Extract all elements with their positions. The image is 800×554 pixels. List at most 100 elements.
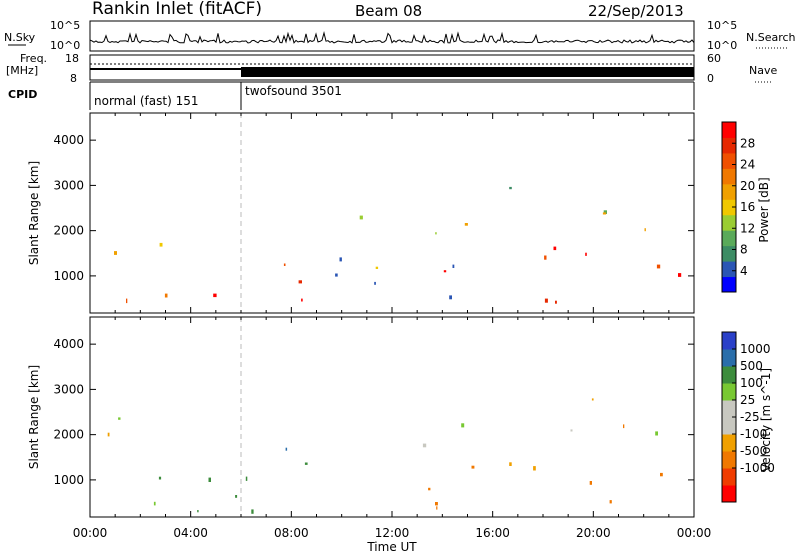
- velocity-colorbar-label: Velocity [m s^-1]: [759, 368, 773, 472]
- power-colorbar-swatch: [722, 137, 736, 154]
- scatter-cell-2: [164, 293, 168, 298]
- scatter-cell-4: [422, 443, 427, 448]
- scatter-cell-2: [304, 462, 308, 465]
- power-colorbar-swatch: [722, 261, 736, 278]
- xtick-label: 20:00: [576, 526, 611, 540]
- scatter-cell-6: [570, 429, 573, 432]
- scatter-cell-9: [585, 252, 587, 256]
- noise-left-tick-bottom: 10^0: [50, 39, 80, 52]
- velocity-ytick-label: 4000: [53, 337, 84, 351]
- x-axis-label: Time UT: [366, 540, 417, 554]
- freq-panel: Freq. [MHz] 18 8 60 0 Nave: [6, 52, 777, 85]
- scatter-cell-6: [339, 257, 342, 262]
- power-panel: 1000 2000 3000 4000 Slant Range [km] 4 8 12 16…: [27, 112, 771, 314]
- scatter-cell-7: [359, 215, 363, 220]
- cpid-mode-twofsound: twofsound 3501: [245, 84, 342, 98]
- scatter-cell-10: [644, 228, 646, 232]
- power-ytick-label: 3000: [53, 178, 84, 192]
- nave-twofsound-band: [241, 67, 694, 77]
- scatter-cell-10: [603, 210, 607, 214]
- scatter-cell-0: [126, 298, 128, 304]
- noise-right-tick-bottom: 10^0: [707, 39, 737, 52]
- power-colorbar-tick-label: 20: [740, 179, 755, 193]
- power-colorbar-tick-label: 24: [740, 158, 755, 172]
- scatter-cell-9: [544, 255, 547, 260]
- noise-right-label: N.Search: [746, 31, 796, 44]
- velocity-colorbar-swatch: [722, 417, 736, 435]
- power-colorbar-swatch: [722, 168, 736, 185]
- scatter-cell-2: [251, 509, 254, 514]
- scatter-cell-7: [435, 232, 437, 235]
- power-colorbar-tick-label: 8: [740, 243, 748, 257]
- scatter-cell-1: [158, 476, 162, 480]
- velocity-colorbar-tick-label: -500: [740, 444, 767, 458]
- velocity-ylabel: Slant Range [km]: [27, 365, 41, 469]
- scatter-cell-2: [245, 476, 248, 481]
- power-ytick-label: 4000: [53, 133, 84, 147]
- scatter-cell-8: [449, 295, 452, 300]
- scatter-cell-9: [553, 246, 557, 251]
- scatter-cell-8: [452, 264, 455, 268]
- scatter-cell-4: [461, 423, 465, 428]
- velocity-colorbar-tick-label: -100: [740, 427, 767, 441]
- xtick-label: 00:00: [677, 526, 712, 540]
- scatter-cell-6: [509, 462, 512, 466]
- scatter-cell-4: [213, 293, 217, 298]
- scatter-cell-5: [301, 298, 303, 302]
- velocity-colorbar-tick-label: 100: [740, 376, 763, 390]
- scatter-cell-2: [235, 495, 238, 498]
- velocity-colorbar-tick-label: -25: [740, 410, 760, 424]
- power-ylabel: Slant Range [km]: [27, 161, 41, 265]
- freq-right-tick-bottom: 0: [707, 72, 714, 85]
- scatter-cell-9: [591, 398, 594, 401]
- power-colorbar-tick-label: 16: [740, 200, 755, 214]
- power-colorbar-swatch: [722, 276, 736, 293]
- scatter-cell-6: [655, 431, 658, 436]
- velocity-colorbar-swatch: [722, 468, 736, 486]
- freq-left-tick-bottom: 8: [70, 72, 77, 85]
- scatter-cell-5: [471, 465, 475, 469]
- velocity-colorbar-swatch: [722, 485, 736, 503]
- velocity-panel: 1000 2000 3000 4000 Slant Range [km] 1000 50…: [27, 316, 775, 518]
- freq-left-label: Freq.: [20, 52, 47, 65]
- scatter-cell-9: [443, 270, 447, 273]
- scatter-cell-5: [428, 487, 431, 491]
- scatter-cell-0: [118, 417, 121, 420]
- scatter-cell-8: [623, 424, 625, 429]
- power-colorbar-swatch: [722, 152, 736, 169]
- freq-left-tick-top: 18: [65, 52, 79, 65]
- velocity-colorbar-swatch: [722, 349, 736, 367]
- scatter-cell-8: [374, 281, 376, 285]
- scatter-cell-5: [283, 263, 286, 266]
- nave-normal-line: [90, 68, 241, 70]
- noise-right-tick-top: 10^5: [707, 19, 737, 32]
- scatter-cell-9: [678, 273, 682, 277]
- power-colorbar-swatch: [722, 122, 736, 138]
- power-colorbar-swatch: [722, 230, 736, 247]
- xtick-label: 04:00: [173, 526, 208, 540]
- noise-left-label: N.Sky: [4, 31, 36, 44]
- power-scatter-cells: [114, 186, 682, 304]
- scatter-cell-9: [656, 264, 661, 269]
- scatter-cell-7: [660, 472, 663, 477]
- beam-title: Beam 08: [355, 2, 422, 20]
- velocity-colorbar-tick-label: 25: [740, 393, 755, 407]
- scatter-cell-3: [159, 242, 163, 247]
- noise-panel-frame: [89, 20, 695, 52]
- noise-panel: N.Sky 10^5 10^0 10^5 10^0 N.Search: [4, 19, 796, 52]
- scatter-cell-5: [435, 502, 438, 506]
- xtick-label: 16:00: [475, 526, 510, 540]
- velocity-ytick-label: 1000: [53, 473, 84, 487]
- velocity-colorbar-swatch: [722, 400, 736, 418]
- scatter-cell-1: [197, 510, 199, 513]
- noise-left-tick-top: 10^5: [50, 19, 80, 32]
- freq-left-unit: [MHz]: [6, 64, 38, 77]
- scatter-cell-11: [544, 298, 548, 303]
- velocity-scatter-cells: [107, 398, 663, 514]
- xtick-label: 00:00: [73, 526, 108, 540]
- date-title: 22/Sep/2013: [588, 2, 684, 20]
- xtick-label: 08:00: [274, 526, 309, 540]
- power-colorbar-tick-label: 28: [740, 136, 755, 150]
- power-ytick-label: 2000: [53, 224, 84, 238]
- noise-sky-line: [89, 31, 695, 44]
